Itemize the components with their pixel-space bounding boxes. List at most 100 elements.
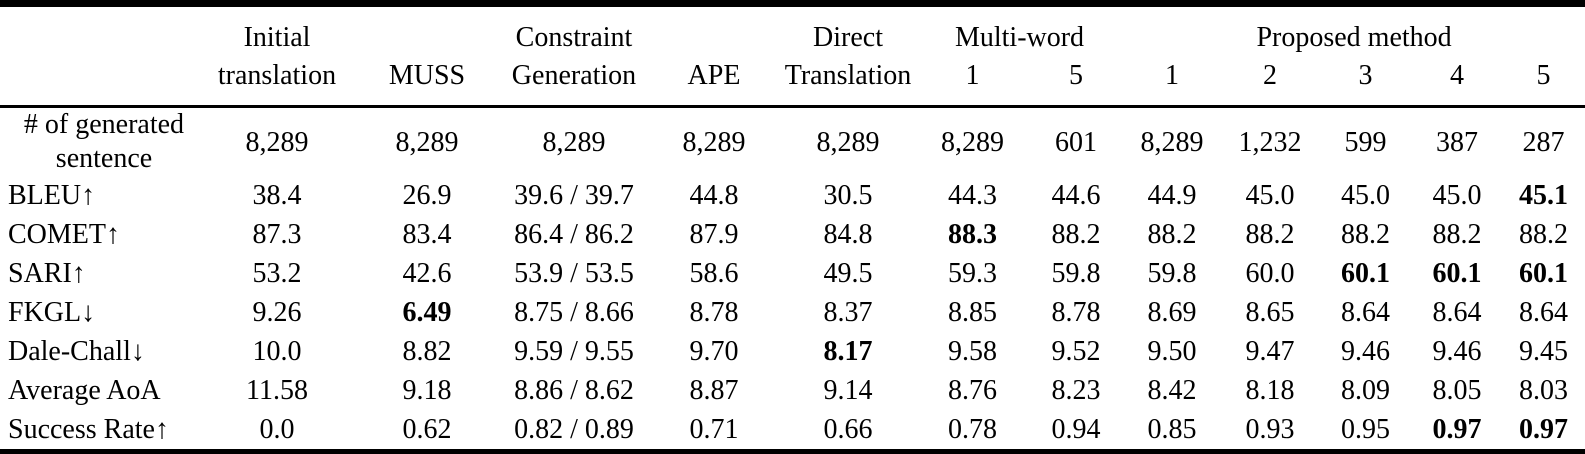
table-cell: 9.45 [1519, 336, 1569, 368]
table-cell: 87.9 [689, 219, 739, 251]
table-cell: 8.64 [1519, 297, 1569, 329]
table-cell: 0.62 [402, 414, 452, 446]
column-group-header [354, 4, 500, 56]
column-subheader: Translation [784, 60, 912, 92]
table-cell: 44.9 [1147, 180, 1197, 212]
table-cell: 0.94 [1051, 414, 1101, 446]
table-cell: 8,289 [1140, 126, 1204, 158]
table-cell: 9.50 [1147, 336, 1197, 368]
column-group-header: Direct [813, 22, 883, 54]
table-cell: 8.18 [1245, 375, 1295, 407]
row-label: SARI↑ [0, 254, 200, 293]
table-cell: 8.37 [823, 297, 873, 329]
header-sub-row: translation MUSS Generation APE Translation 1… [0, 55, 1585, 107]
table-body: # of generated sentence 8,289 8,289 8,289 8,… [0, 107, 1585, 453]
table-cell: 53.2 [252, 258, 302, 290]
table-row: Average AoA 11.58 9.18 8.86 / 8.62 8.87 9.14 8… [0, 371, 1585, 410]
table-cell: 8.64 [1432, 297, 1482, 329]
table-cell: 9.18 [402, 375, 452, 407]
column-subheader: 1 [965, 60, 980, 92]
table-cell: 60.1 [1519, 258, 1569, 290]
table-cell: 44.3 [948, 180, 997, 212]
row-label-text: Success Rate↑ [8, 414, 169, 446]
table-cell: 0.78 [948, 414, 997, 446]
table-cell: 42.6 [402, 258, 452, 290]
column-group-header: Proposed method [1256, 22, 1452, 54]
table-cell: 11.58 [246, 375, 308, 407]
table-row: Dale-Chall↓ 10.0 8.82 9.59 / 9.55 9.70 8.17 9.… [0, 332, 1585, 371]
table-cell: 87.3 [252, 219, 302, 251]
table-cell: 8.78 [1051, 297, 1101, 329]
table-cell: 88.2 [1341, 219, 1391, 251]
table-cell: 8.65 [1245, 297, 1295, 329]
table-cell: 8.82 [402, 336, 452, 368]
table-cell: 53.9 / 53.5 [514, 258, 634, 290]
table-cell: 39.6 / 39.7 [514, 180, 634, 212]
table-cell: 8.09 [1341, 375, 1391, 407]
row-label-text: BLEU↑ [8, 180, 96, 212]
table-row: SARI↑ 53.2 42.6 53.9 / 53.5 58.6 49.5 59.3 59.8… [0, 254, 1585, 293]
table-cell: 0.82 / 0.89 [514, 414, 634, 446]
table-cell: 44.6 [1051, 180, 1101, 212]
table-cell: 88.2 [1147, 219, 1197, 251]
table-cell: 601 [1055, 126, 1097, 158]
table-cell: 45.0 [1245, 180, 1295, 212]
column-subheader: Generation [511, 60, 637, 92]
table-row: # of generated sentence 8,289 8,289 8,289 8,… [0, 107, 1585, 177]
row-label: Success Rate↑ [0, 410, 200, 453]
column-group-header [648, 4, 780, 56]
table-cell: 60.1 [1432, 258, 1482, 290]
table-cell: 8.42 [1147, 375, 1197, 407]
table-cell: 9.52 [1051, 336, 1101, 368]
row-label: COMET↑ [0, 215, 200, 254]
table-cell: 60.0 [1245, 258, 1295, 290]
row-label: BLEU↑ [0, 176, 200, 215]
table-cell: 8,289 [245, 126, 309, 158]
column-subheader: 4 [1450, 60, 1465, 92]
table-cell: 0.71 [689, 414, 739, 446]
table-cell: 88.2 [1245, 219, 1295, 251]
table-cell: 49.5 [823, 258, 873, 290]
table-cell: 9.70 [689, 336, 739, 368]
table-cell: 8,289 [395, 126, 459, 158]
column-group-header: Constraint [515, 22, 633, 54]
table-cell: 44.8 [689, 180, 739, 212]
table-cell: 9.26 [252, 297, 302, 329]
column-subheader: translation [217, 60, 337, 92]
table-cell: 6.49 [402, 297, 452, 329]
table-cell: 8.76 [948, 375, 997, 407]
table-cell: 9.59 / 9.55 [514, 336, 634, 368]
table-header: Initial Constraint Direct Multi-word Propose… [0, 4, 1585, 107]
table-cell: 9.14 [823, 375, 873, 407]
column-subheader: APE [687, 60, 741, 92]
table-cell: 30.5 [823, 180, 873, 212]
table-cell: 88.2 [1432, 219, 1482, 251]
row-label-text: Dale-Chall↓ [8, 336, 145, 368]
table-cell: 9.58 [948, 336, 997, 368]
table-cell: 387 [1436, 126, 1479, 158]
table-cell: 8,289 [941, 126, 1004, 158]
table-row: BLEU↑ 38.4 26.9 39.6 / 39.7 44.8 30.5 44.3 44.6… [0, 176, 1585, 215]
table-cell: 9.46 [1341, 336, 1391, 368]
column-subheader: 5 [1536, 60, 1551, 92]
table-cell: 8.75 / 8.66 [514, 297, 634, 329]
table-cell: 84.8 [823, 219, 873, 251]
table-cell: 8.23 [1051, 375, 1101, 407]
table-cell: 45.1 [1519, 180, 1569, 212]
table-cell: 8.86 / 8.62 [514, 375, 634, 407]
table-cell: 287 [1522, 126, 1565, 158]
table-cell: 8.05 [1432, 375, 1482, 407]
table-cell: 59.3 [948, 258, 997, 290]
table-cell: 0.95 [1341, 414, 1391, 446]
table-cell: 88.2 [1051, 219, 1101, 251]
table-cell: 8.87 [689, 375, 739, 407]
table-cell: 0.97 [1519, 414, 1569, 446]
table-cell: 9.46 [1432, 336, 1482, 368]
corner-cell [0, 4, 200, 107]
table-cell: 8.03 [1519, 375, 1569, 407]
table-cell: 1,232 [1238, 126, 1302, 158]
table-cell: 88.2 [1519, 219, 1569, 251]
table-cell: 45.0 [1432, 180, 1482, 212]
table-cell: 88.3 [948, 219, 997, 251]
column-subheader: 5 [1069, 60, 1083, 92]
